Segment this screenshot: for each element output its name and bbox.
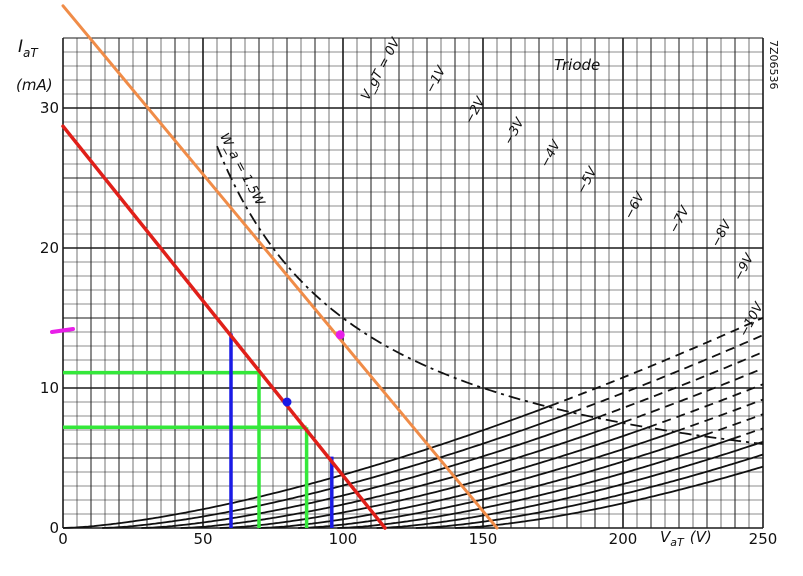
y-tick-label: 30 bbox=[40, 99, 59, 117]
x-tick-label: 250 bbox=[749, 530, 778, 548]
plate-curve bbox=[376, 441, 761, 529]
plate-curve bbox=[141, 416, 599, 529]
y-axis-unit: (mA) bbox=[16, 76, 53, 94]
plate-curve-dashed bbox=[647, 383, 764, 429]
plate-curve-dashed bbox=[759, 440, 764, 444]
curve-label: V_gT = 0V bbox=[358, 35, 404, 103]
x-tick-label: 150 bbox=[469, 530, 498, 548]
y-axis-symbol: I bbox=[18, 37, 23, 57]
curve-label: −6V bbox=[622, 189, 649, 222]
plate-curve bbox=[415, 453, 764, 529]
plate-curve bbox=[298, 434, 705, 529]
x-tick-label: 0 bbox=[58, 530, 68, 548]
plate-curve-dashed bbox=[675, 398, 764, 433]
plate-curve-dashed bbox=[731, 427, 764, 440]
plate-curve-dashed bbox=[572, 334, 764, 414]
x-tick-label: 200 bbox=[609, 530, 638, 548]
chart-code: 7Z06536 bbox=[767, 40, 780, 90]
plate-curve-dashed bbox=[703, 413, 764, 436]
operating-point-blue bbox=[282, 397, 292, 407]
curve-label: −3V bbox=[501, 115, 528, 148]
y-axis-subscript: aT bbox=[23, 46, 39, 60]
power-hyperbola bbox=[216, 145, 764, 445]
plate-curve bbox=[454, 465, 764, 529]
x-axis-subscript: aT bbox=[670, 536, 685, 549]
x-tick-label: 50 bbox=[193, 530, 212, 548]
x-axis-label: VaT (V) bbox=[660, 528, 712, 549]
load-line-red bbox=[61, 124, 387, 530]
overlays bbox=[50, 4, 499, 530]
axis-marker bbox=[50, 327, 75, 334]
curve-label: −8V bbox=[708, 217, 735, 250]
curve-label: −4V bbox=[538, 137, 565, 170]
x-tick-label: 100 bbox=[329, 530, 358, 548]
plate-curve bbox=[258, 430, 677, 529]
plate-curve bbox=[102, 411, 573, 529]
y-tick-label: 20 bbox=[40, 239, 59, 257]
load-line-orange bbox=[61, 4, 499, 530]
plate-curve-dashed bbox=[549, 316, 764, 407]
plate-curve bbox=[219, 426, 649, 529]
x-axis-unit: (V) bbox=[690, 528, 712, 546]
plate-curve-dashed bbox=[622, 367, 764, 424]
plate-curve bbox=[180, 421, 624, 529]
y-axis-label: IaT bbox=[18, 37, 39, 60]
y-tick-label: 0 bbox=[49, 519, 59, 537]
x-axis-symbol: V bbox=[660, 528, 672, 546]
y-tick-label: 10 bbox=[40, 379, 59, 397]
curve-label: −7V bbox=[666, 203, 693, 236]
operating-point-magenta bbox=[335, 330, 345, 340]
chart-title: Triode bbox=[554, 56, 600, 74]
plate-curve bbox=[337, 438, 733, 529]
